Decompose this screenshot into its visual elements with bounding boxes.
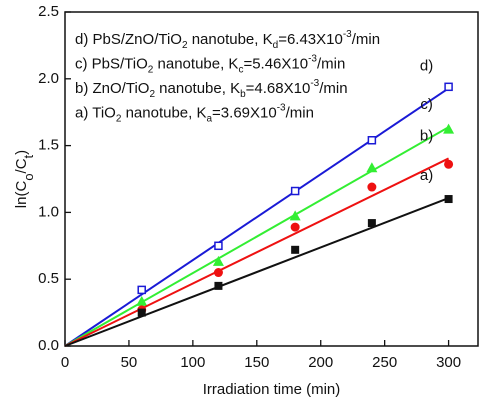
series-tag: b) [420, 127, 433, 144]
text-part: c) PbS/TiO [75, 55, 148, 72]
text-part: nanotube, K [153, 55, 238, 72]
marker [137, 285, 146, 295]
text-part: 2 [116, 114, 122, 125]
text-part: b [240, 89, 246, 100]
text-part: 2 [149, 89, 155, 100]
text-part: /min [319, 80, 347, 97]
text-part: a [206, 114, 212, 125]
text-part: b) ZnO/TiO [75, 80, 149, 97]
text-part: -3 [308, 54, 317, 65]
y-tick-label: 0.0 [38, 337, 59, 354]
x-tick-label: 200 [308, 354, 333, 371]
legend-entry: a) TiO2 nanotube, Ka=3.69X10-3/min [75, 103, 314, 125]
text-part: ln(C [13, 181, 30, 209]
text-part: o [21, 173, 36, 180]
text-part: =3.69X10 [212, 104, 277, 121]
marker [137, 308, 146, 317]
text-part: d [273, 40, 279, 51]
marker [291, 245, 300, 254]
y-tick-label: 0.5 [38, 270, 59, 287]
series-tag: d) [420, 57, 433, 74]
text-part: nanotube, K [155, 80, 240, 97]
marker [367, 219, 376, 228]
y-tick-label: 1.0 [38, 203, 59, 220]
text-part: ) [13, 150, 30, 155]
marker [290, 186, 300, 196]
x-tick-label: 150 [244, 354, 269, 371]
text-part: 2 [182, 40, 188, 51]
text-part: -3 [310, 78, 319, 89]
x-tick-label: 100 [180, 354, 205, 371]
marker [136, 295, 148, 306]
text-part: /min [317, 55, 345, 72]
marker [444, 195, 453, 204]
marker [289, 210, 301, 221]
text-part: -3 [277, 103, 286, 114]
text-part: 2 [148, 65, 154, 76]
text-part: nanotube, K [188, 31, 273, 48]
marker [212, 255, 224, 266]
x-axis-label: Irradiation time (min) [203, 381, 341, 398]
text-part: =5.46X10 [243, 55, 308, 72]
y-tick-label: 2.0 [38, 70, 59, 87]
x-tick-label: 250 [372, 354, 397, 371]
text-part: a) TiO [75, 104, 116, 121]
fit-line [64, 126, 450, 347]
text-part: /min [286, 104, 314, 121]
marker [214, 281, 223, 290]
marker [444, 82, 453, 92]
marker [444, 159, 454, 169]
text-part: -3 [343, 29, 352, 40]
series-tag: a) [420, 167, 433, 184]
text-part: /min [352, 31, 380, 48]
x-tick-label: 0 [61, 354, 69, 371]
y-tick-label: 2.5 [38, 3, 59, 20]
text-part: c [238, 65, 243, 76]
legend-entry: c) PbS/TiO2 nanotube, Kc=5.46X10-3/min [75, 54, 345, 76]
x-tick-label: 50 [121, 354, 138, 371]
fit-line [64, 87, 450, 347]
fit-line [64, 197, 449, 347]
text-part: t [21, 154, 36, 158]
marker [213, 268, 223, 278]
y-axis-label: ln(Co/Ct) [13, 150, 36, 208]
y-tick-label: 1.5 [38, 137, 59, 154]
series-tag: c) [420, 96, 433, 113]
legend-entry: d) PbS/ZnO/TiO2 nanotube, Kd=6.43X10-3/m… [75, 29, 380, 51]
fit-line [64, 157, 450, 347]
text-part: /C [13, 158, 30, 173]
text-part: =4.68X10 [246, 80, 311, 97]
marker [290, 222, 300, 232]
text-part: =6.43X10 [278, 31, 343, 48]
x-tick-label: 300 [436, 354, 461, 371]
plot-frame [64, 11, 479, 347]
legend-entry: b) ZnO/TiO2 nanotube, Kb=4.68X10-3/min [75, 78, 348, 100]
marker [367, 136, 377, 145]
marker [214, 241, 223, 251]
marker [366, 162, 378, 173]
marker [367, 182, 377, 192]
marker [443, 123, 455, 134]
text-part: nanotube, K [121, 104, 206, 121]
text-part: d) PbS/ZnO/TiO [75, 31, 182, 48]
